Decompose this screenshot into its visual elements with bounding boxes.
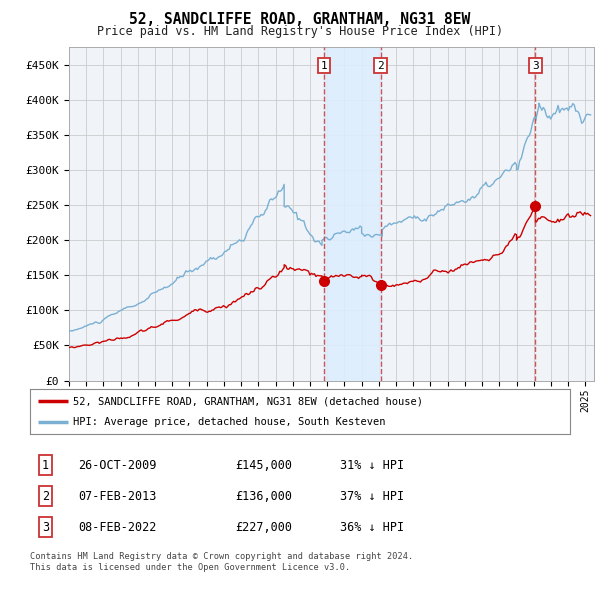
Text: 31% ↓ HPI: 31% ↓ HPI bbox=[341, 458, 404, 472]
Text: £145,000: £145,000 bbox=[235, 458, 292, 472]
Text: 36% ↓ HPI: 36% ↓ HPI bbox=[341, 520, 404, 534]
Text: 2: 2 bbox=[42, 490, 49, 503]
Text: 37% ↓ HPI: 37% ↓ HPI bbox=[341, 490, 404, 503]
Text: Contains HM Land Registry data © Crown copyright and database right 2024.: Contains HM Land Registry data © Crown c… bbox=[30, 552, 413, 560]
Text: 08-FEB-2022: 08-FEB-2022 bbox=[79, 520, 157, 534]
Text: 07-FEB-2013: 07-FEB-2013 bbox=[79, 490, 157, 503]
Text: 52, SANDCLIFFE ROAD, GRANTHAM, NG31 8EW (detached house): 52, SANDCLIFFE ROAD, GRANTHAM, NG31 8EW … bbox=[73, 396, 423, 407]
Text: £227,000: £227,000 bbox=[235, 520, 292, 534]
Text: 1: 1 bbox=[321, 61, 328, 71]
Text: 26-OCT-2009: 26-OCT-2009 bbox=[79, 458, 157, 472]
Text: Price paid vs. HM Land Registry's House Price Index (HPI): Price paid vs. HM Land Registry's House … bbox=[97, 25, 503, 38]
Text: 1: 1 bbox=[42, 458, 49, 472]
Text: HPI: Average price, detached house, South Kesteven: HPI: Average price, detached house, Sout… bbox=[73, 417, 386, 427]
Bar bbox=[324, 47, 380, 381]
Text: 3: 3 bbox=[42, 520, 49, 534]
Text: 2: 2 bbox=[377, 61, 384, 71]
Text: This data is licensed under the Open Government Licence v3.0.: This data is licensed under the Open Gov… bbox=[30, 563, 350, 572]
Text: £136,000: £136,000 bbox=[235, 490, 292, 503]
Text: 3: 3 bbox=[532, 61, 539, 71]
Text: 52, SANDCLIFFE ROAD, GRANTHAM, NG31 8EW: 52, SANDCLIFFE ROAD, GRANTHAM, NG31 8EW bbox=[130, 12, 470, 27]
